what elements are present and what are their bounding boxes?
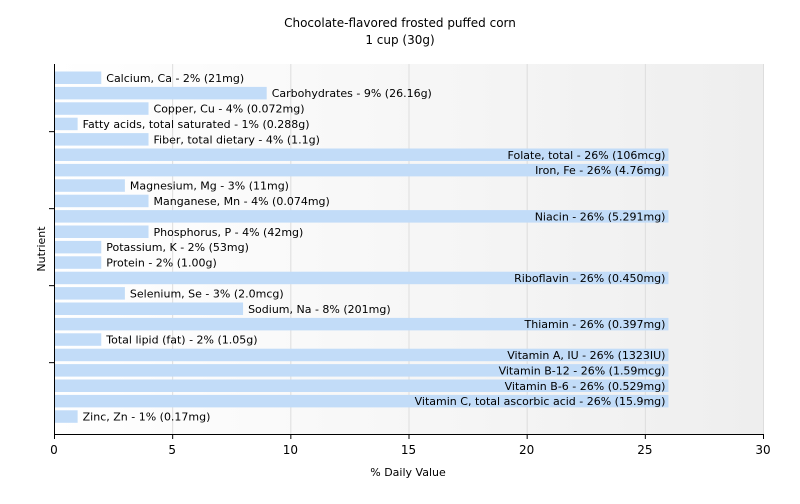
bar-label: Phosphorus, P - 4% (42mg) xyxy=(154,226,304,239)
bar xyxy=(55,240,102,254)
x-tick-label: 5 xyxy=(168,443,176,457)
x-tick-label: 25 xyxy=(637,443,652,457)
bar-label: Potassium, K - 2% (53mg) xyxy=(106,241,249,254)
bar-label: Calcium, Ca - 2% (21mg) xyxy=(106,72,244,85)
chart-title: Chocolate-flavored frosted puffed corn xyxy=(284,16,516,30)
bar-label: Fiber, total dietary - 4% (1.1g) xyxy=(154,133,320,146)
bar xyxy=(55,163,669,177)
bar xyxy=(55,225,149,238)
x-axis-label: % Daily Value xyxy=(370,466,446,479)
bar xyxy=(55,194,149,208)
bar xyxy=(55,86,267,100)
x-tick-labels: 0 5 10 15 20 25 30 xyxy=(50,443,770,457)
bar xyxy=(55,410,78,423)
bar-label: Selenium, Se - 3% (2.0mcg) xyxy=(130,287,284,300)
x-tick-label: 0 xyxy=(50,443,58,457)
x-tick-label: 30 xyxy=(755,443,770,457)
bars xyxy=(55,71,669,423)
bar-label: Manganese, Mn - 4% (0.074mg) xyxy=(154,195,330,208)
y-axis-label: Nutrient xyxy=(35,226,48,272)
bar-label: Vitamin A, IU - 26% (1323IU) xyxy=(507,349,665,362)
bar-label: Vitamin C, total ascorbic acid - 26% (15… xyxy=(415,395,666,408)
bar xyxy=(55,348,669,362)
bar xyxy=(55,287,125,300)
bar-label: Thiamin - 26% (0.397mg) xyxy=(524,318,666,331)
bar xyxy=(55,271,669,285)
bar-label: Total lipid (fat) - 2% (1.05g) xyxy=(105,334,257,347)
bar-label: Carbohydrates - 9% (26.16g) xyxy=(272,87,432,100)
bar-label: Vitamin B-6 - 26% (0.529mg) xyxy=(505,380,666,393)
bar-label: Magnesium, Mg - 3% (11mg) xyxy=(130,180,289,193)
bar-label: Protein - 2% (1.00g) xyxy=(106,257,217,270)
chart-subtitle: 1 cup (30g) xyxy=(365,33,434,47)
bar-label: Zinc, Zn - 1% (0.17mg) xyxy=(83,411,211,424)
bar xyxy=(55,102,149,115)
bar xyxy=(55,364,669,377)
bar xyxy=(55,133,149,146)
axes xyxy=(49,64,764,439)
x-tick-label: 15 xyxy=(401,443,416,457)
bar xyxy=(55,148,669,161)
x-tick-label: 20 xyxy=(519,443,534,457)
bar-label: Folate, total - 26% (106mcg) xyxy=(508,149,666,162)
bar-label: Sodium, Na - 8% (201mg) xyxy=(248,303,391,316)
bar-label: Vitamin B-12 - 26% (1.59mcg) xyxy=(499,364,666,377)
bar xyxy=(55,210,669,223)
bar-label: Iron, Fe - 26% (4.76mg) xyxy=(535,164,665,177)
bar xyxy=(55,256,102,269)
bar-label: Copper, Cu - 4% (0.072mg) xyxy=(154,103,305,116)
bar xyxy=(55,333,102,346)
bar-label: Fatty acids, total saturated - 1% (0.288… xyxy=(83,118,310,131)
bar-label: Riboflavin - 26% (0.450mg) xyxy=(514,272,665,285)
bar xyxy=(55,71,102,84)
bar xyxy=(55,302,244,315)
x-tick-label: 10 xyxy=(283,443,298,457)
bar-labels: Calcium, Ca - 2% (21mg) Carbohydrates - 9… xyxy=(83,72,666,424)
bar xyxy=(55,117,78,131)
bar xyxy=(55,317,669,331)
bar-label: Niacin - 26% (5.291mg) xyxy=(535,210,666,223)
bar xyxy=(55,379,669,392)
bar xyxy=(55,394,669,408)
gridlines xyxy=(172,64,764,434)
bar xyxy=(55,179,125,192)
